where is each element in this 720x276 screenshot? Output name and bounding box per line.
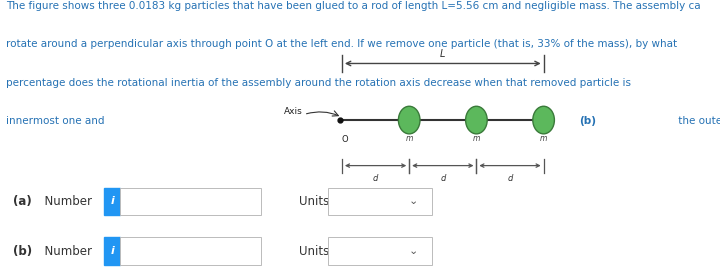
Text: O: O [342, 135, 348, 144]
Text: d: d [508, 174, 513, 183]
Text: m: m [473, 134, 480, 144]
Text: innermost one and: innermost one and [6, 116, 107, 126]
Text: ⌄: ⌄ [408, 197, 418, 206]
Text: i: i [110, 246, 114, 256]
Text: rotate around a perpendicular axis through point O at the left end. If we remove: rotate around a perpendicular axis throu… [6, 39, 677, 49]
Text: The figure shows three 0.0183 kg particles that have been glued to a rod of leng: The figure shows three 0.0183 kg particl… [6, 1, 701, 11]
Ellipse shape [466, 106, 487, 134]
FancyBboxPatch shape [328, 237, 432, 265]
Text: Units: Units [299, 245, 329, 258]
Text: Number: Number [37, 195, 91, 208]
Text: ⌄: ⌄ [408, 246, 418, 256]
Ellipse shape [533, 106, 554, 134]
Text: m: m [540, 134, 547, 144]
Text: Axis: Axis [284, 107, 302, 116]
FancyBboxPatch shape [120, 237, 261, 265]
Ellipse shape [398, 106, 420, 134]
Text: the outermost one?: the outermost one? [675, 116, 720, 126]
FancyBboxPatch shape [104, 188, 120, 215]
Text: (a): (a) [13, 195, 32, 208]
Text: i: i [110, 197, 114, 206]
Text: d: d [440, 174, 446, 183]
Text: d: d [373, 174, 378, 183]
Text: (b): (b) [579, 116, 596, 126]
Text: L: L [440, 49, 446, 59]
Text: (b): (b) [13, 245, 32, 258]
FancyBboxPatch shape [120, 188, 261, 215]
Text: m: m [405, 134, 413, 144]
Text: Number: Number [37, 245, 91, 258]
FancyBboxPatch shape [104, 237, 120, 265]
FancyBboxPatch shape [328, 188, 432, 215]
Text: percentage does the rotational inertia of the assembly around the rotation axis : percentage does the rotational inertia o… [6, 78, 634, 87]
Text: Units: Units [299, 195, 329, 208]
